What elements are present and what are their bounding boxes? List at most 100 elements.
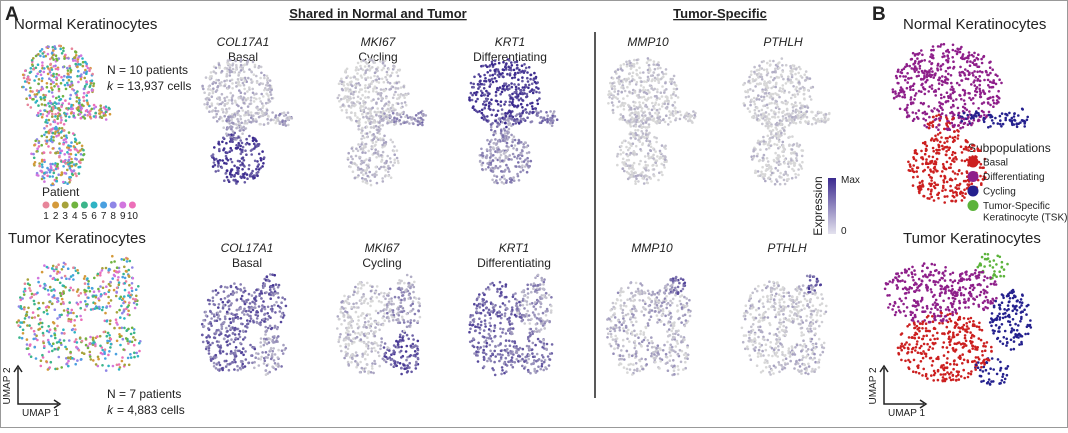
cell-dot — [400, 280, 403, 283]
cell-dot — [412, 354, 415, 357]
cell-dot — [489, 149, 492, 152]
cell-dot — [138, 342, 141, 345]
cell-dot — [32, 338, 35, 341]
cell-dot — [130, 287, 133, 290]
cell-dot — [340, 78, 343, 81]
cell-dot — [408, 325, 411, 328]
cell-dot — [413, 345, 416, 348]
cell-dot — [34, 316, 37, 319]
cell-dot — [19, 321, 22, 324]
cell-dot — [501, 159, 504, 162]
cell-dot — [650, 146, 653, 149]
cell-dot — [357, 62, 360, 65]
cell-dot — [230, 350, 233, 353]
cell-dot — [123, 327, 126, 330]
cell-dot — [269, 349, 272, 352]
cell-dot — [637, 129, 640, 132]
cell-dot — [217, 79, 220, 82]
cell-dot — [220, 286, 223, 289]
cell-dot — [523, 314, 526, 317]
cell-dot — [81, 340, 84, 343]
cell-dot — [340, 350, 343, 353]
cell-dot — [526, 303, 529, 306]
cell-dot — [505, 283, 508, 286]
cell-dot — [266, 364, 269, 367]
cell-dot — [343, 319, 346, 322]
cell-dot — [75, 338, 78, 341]
cell-dot — [58, 127, 61, 130]
cell-dot — [131, 290, 134, 293]
cell-dot — [224, 315, 227, 318]
cell-dot — [345, 109, 348, 112]
cell-dot — [99, 108, 102, 111]
cell-dot — [531, 105, 534, 108]
cell-dot — [285, 124, 288, 127]
cell-dot — [281, 296, 284, 299]
cell-dot — [481, 112, 484, 115]
cell-dot — [665, 114, 668, 117]
cell-dot — [263, 77, 266, 80]
cell-dot — [225, 365, 228, 368]
cell-dot — [231, 102, 234, 105]
cell-dot — [400, 356, 403, 359]
cell-dot — [400, 301, 403, 304]
cell-dot — [474, 330, 477, 333]
cell-dot — [243, 84, 246, 87]
cell-dot — [59, 152, 62, 155]
cell-dot — [478, 332, 481, 335]
cell-dot — [205, 348, 208, 351]
cell-dot — [543, 327, 546, 330]
cell-dot — [534, 301, 537, 304]
cell-dot — [254, 348, 257, 351]
cell-dot — [136, 303, 139, 306]
cell-dot — [363, 145, 366, 148]
cell-dot — [78, 349, 81, 352]
cell-dot — [92, 359, 95, 362]
cell-dot — [491, 114, 494, 117]
cell-dot — [221, 93, 224, 96]
cell-dot — [402, 319, 405, 322]
cell-dot — [50, 83, 53, 86]
cell-dot — [499, 281, 502, 284]
cell-dot — [95, 363, 98, 366]
cell-dot — [409, 354, 412, 357]
cell-dot — [220, 298, 223, 301]
cell-dot — [507, 149, 510, 152]
cell-dot — [240, 288, 243, 291]
cell-dot — [271, 97, 274, 100]
cell-dot — [548, 364, 551, 367]
cell-dot — [412, 343, 415, 346]
cell-dot — [485, 104, 488, 107]
cell-dot — [370, 76, 373, 79]
cell-dot — [253, 302, 256, 305]
cell-dot — [222, 126, 225, 129]
cell-dot — [77, 70, 80, 73]
cell-dot — [127, 274, 130, 277]
cell-dot — [201, 85, 204, 88]
cell-dot — [375, 166, 378, 169]
cell-dot — [270, 93, 273, 96]
cell-dot — [510, 69, 513, 72]
cell-dot — [43, 345, 46, 348]
gene-label: COL17A1 — [221, 241, 274, 255]
cell-dot — [72, 312, 75, 315]
cell-dot — [34, 161, 37, 164]
cell-dot — [66, 182, 69, 185]
cell-dot — [219, 349, 222, 352]
cell-dot — [215, 354, 218, 357]
cell-dot — [228, 369, 231, 372]
cell-dot — [222, 322, 225, 325]
cell-dot — [48, 90, 51, 93]
cell-dot — [396, 346, 399, 349]
cell-dot — [95, 296, 98, 299]
cell-dot — [225, 162, 228, 165]
cell-dot — [55, 266, 58, 269]
cell-dot — [472, 337, 475, 340]
cell-dot — [107, 296, 110, 299]
cell-dot — [402, 294, 405, 297]
cell-dot — [346, 301, 349, 304]
cell-dot — [231, 64, 234, 67]
cell-dot — [233, 174, 236, 177]
cell-dot — [412, 291, 415, 294]
cell-dot — [237, 317, 240, 320]
